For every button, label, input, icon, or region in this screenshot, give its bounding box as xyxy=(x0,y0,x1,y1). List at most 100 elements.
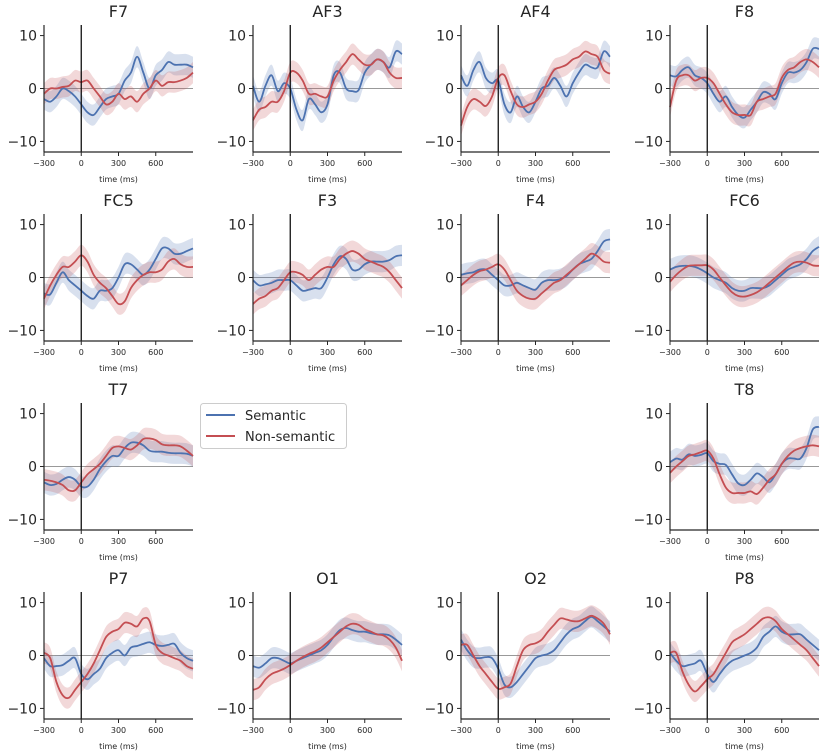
x-tick-label: 600 xyxy=(774,159,789,168)
series-line-semantic xyxy=(43,246,194,300)
y-tick-label: 10 xyxy=(436,29,454,45)
x-axis-label: time (ms) xyxy=(725,553,764,562)
x-tick-label: 600 xyxy=(148,726,163,735)
x-tick-label: 600 xyxy=(357,726,372,735)
x-tick-label: −300 xyxy=(33,726,55,735)
x-tick-label: 300 xyxy=(320,348,335,357)
x-tick-label: 600 xyxy=(774,348,789,357)
panel-title: O1 xyxy=(316,569,339,588)
series-line-semantic xyxy=(43,441,194,489)
series-line-non-semantic xyxy=(460,252,611,301)
panel-p8: P8 10 0 −10 −300 0 300 600 time (ms) xyxy=(633,569,820,751)
x-tick-label: 600 xyxy=(148,348,163,357)
ci-band-non-semantic xyxy=(670,251,819,308)
y-tick-label: 0 xyxy=(28,271,37,287)
x-axis-label: time (ms) xyxy=(99,742,138,751)
series-line-non-semantic xyxy=(252,250,403,305)
y-tick-label: −10 xyxy=(424,134,454,150)
y-tick-label: 0 xyxy=(445,271,454,287)
x-tick-label: 600 xyxy=(774,537,789,546)
x-tick-label: 0 xyxy=(79,159,84,168)
x-tick-label: −300 xyxy=(659,726,681,735)
y-tick-label: −10 xyxy=(633,134,663,150)
y-tick-label: 10 xyxy=(19,407,37,423)
y-tick-label: 0 xyxy=(28,649,37,665)
ci-band-non-semantic xyxy=(253,613,402,701)
x-axis-label: time (ms) xyxy=(308,364,347,373)
x-tick-label: 0 xyxy=(496,726,501,735)
y-tick-label: 10 xyxy=(645,218,663,234)
ci-band-semantic xyxy=(670,236,819,302)
series-line-semantic xyxy=(669,246,820,292)
x-axis-label: time (ms) xyxy=(516,742,555,751)
x-tick-label: 0 xyxy=(288,348,293,357)
x-tick-label: −300 xyxy=(659,537,681,546)
panel-af4: AF4 10 0 −10 −300 0 300 600 time (ms) xyxy=(424,2,611,184)
x-axis-label: time (ms) xyxy=(99,175,138,184)
panel-o1: O1 10 0 −10 −300 0 300 600 time (ms) xyxy=(216,569,403,751)
x-axis-label: time (ms) xyxy=(516,175,555,184)
panel-title: F4 xyxy=(526,191,545,210)
legend-label: Semantic xyxy=(245,409,306,424)
series-line-semantic xyxy=(669,425,820,487)
x-tick-label: 300 xyxy=(528,348,543,357)
x-tick-label: 300 xyxy=(111,348,126,357)
y-tick-label: 10 xyxy=(436,218,454,234)
legend-label: Non-semantic xyxy=(245,430,335,445)
y-tick-label: 10 xyxy=(645,29,663,45)
x-tick-label: 600 xyxy=(148,159,163,168)
x-tick-label: −300 xyxy=(659,159,681,168)
x-tick-label: 0 xyxy=(496,348,501,357)
series-line-non-semantic xyxy=(460,614,611,690)
y-tick-label: −10 xyxy=(7,134,37,150)
x-tick-label: 300 xyxy=(111,726,126,735)
y-tick-label: 10 xyxy=(436,596,454,612)
y-tick-label: −10 xyxy=(424,323,454,339)
ci-band-semantic xyxy=(253,40,402,132)
series-line-non-semantic xyxy=(252,622,403,691)
y-tick-label: 10 xyxy=(228,218,246,234)
panel-t7: T7 10 0 −10 −300 0 300 600 time (ms) xyxy=(7,380,194,562)
y-tick-label: 10 xyxy=(19,218,37,234)
panel-p7: P7 10 0 −10 −300 0 300 600 time (ms) xyxy=(7,569,194,751)
ci-band-non-semantic xyxy=(670,434,819,505)
ci-band-semantic xyxy=(670,37,819,129)
x-tick-label: −300 xyxy=(450,726,472,735)
panel-title: F3 xyxy=(318,191,337,210)
x-axis-label: time (ms) xyxy=(308,175,347,184)
x-tick-label: 0 xyxy=(79,537,84,546)
panel-f4: F4 10 0 −10 −300 0 300 600 time (ms) xyxy=(424,191,611,373)
y-tick-label: −10 xyxy=(424,701,454,717)
y-tick-label: 10 xyxy=(645,407,663,423)
x-tick-label: 600 xyxy=(565,348,580,357)
x-tick-label: 300 xyxy=(111,537,126,546)
y-tick-label: 10 xyxy=(19,29,37,45)
series-line-non-semantic xyxy=(252,53,403,121)
series-line-non-semantic xyxy=(460,50,611,126)
x-tick-label: 300 xyxy=(320,159,335,168)
x-tick-label: 300 xyxy=(111,159,126,168)
y-tick-label: 0 xyxy=(28,460,37,476)
x-tick-label: 0 xyxy=(288,726,293,735)
panel-t8: T8 10 0 −10 −300 0 300 600 time (ms) xyxy=(633,380,820,562)
panel-f7: F7 10 0 −10 −300 0 300 600 time (ms) xyxy=(7,2,194,184)
panel-fc6: FC6 10 0 −10 −300 0 300 600 time (ms) xyxy=(633,191,820,373)
x-tick-label: 600 xyxy=(357,159,372,168)
series-line-non-semantic xyxy=(43,71,194,106)
x-tick-label: 600 xyxy=(148,537,163,546)
x-axis-label: time (ms) xyxy=(725,175,764,184)
x-tick-label: −300 xyxy=(33,159,55,168)
panel-title: AF3 xyxy=(312,2,342,21)
x-tick-label: −300 xyxy=(659,348,681,357)
y-tick-label: 0 xyxy=(237,271,246,287)
y-tick-label: 10 xyxy=(645,596,663,612)
x-tick-label: 0 xyxy=(705,726,710,735)
x-tick-label: −300 xyxy=(33,348,55,357)
ci-band-non-semantic xyxy=(461,243,610,310)
x-tick-label: 300 xyxy=(320,726,335,735)
series-line-non-semantic xyxy=(43,254,194,306)
panel-title: AF4 xyxy=(520,2,550,21)
x-tick-label: 600 xyxy=(565,159,580,168)
panel-title: FC6 xyxy=(729,191,760,210)
